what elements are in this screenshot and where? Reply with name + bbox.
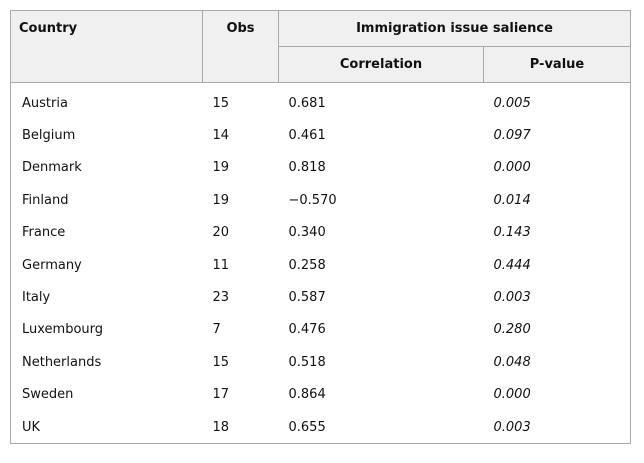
table-row: Denmark 19 0.818 0.000 — [11, 152, 631, 184]
table-row: Austria 15 0.681 0.005 — [11, 83, 631, 120]
country-cell: Netherlands — [22, 354, 102, 370]
table-row: Sweden 17 0.864 0.000 — [11, 379, 631, 411]
pvalue-cell: 0.143 — [493, 225, 531, 241]
table-row: Italy 23 0.587 0.003 — [11, 281, 631, 313]
obs-cell: 17 — [212, 387, 230, 403]
pvalue-cell: 0.444 — [493, 257, 531, 273]
country-cell: Luxembourg — [22, 322, 104, 338]
obs-cell: 19 — [212, 192, 230, 208]
pvalue-cell: 0.000 — [493, 160, 531, 176]
pvalue-cell: 0.048 — [493, 354, 531, 370]
header-country: Country — [10, 10, 203, 83]
table-row: Germany 11 0.258 0.444 — [11, 249, 631, 281]
country-cell: Austria — [22, 95, 68, 111]
correlation-cell: 0.340 — [288, 225, 326, 241]
correlation-cell: 0.518 — [288, 354, 326, 370]
obs-cell: 20 — [212, 225, 230, 241]
obs-cell: 7 — [212, 322, 221, 338]
pvalue-cell: 0.005 — [493, 95, 531, 111]
country-cell: Germany — [22, 257, 82, 273]
obs-cell: 11 — [212, 257, 230, 273]
pvalue-cell: 0.280 — [493, 322, 531, 338]
pvalue-cell: 0.003 — [493, 419, 531, 435]
header-obs: Obs — [202, 10, 279, 83]
country-cell: Sweden — [22, 387, 74, 403]
country-cell: Belgium — [22, 128, 76, 144]
table-row: Belgium 14 0.461 0.097 — [11, 119, 631, 151]
country-cell: Finland — [22, 192, 69, 208]
table-row: UK 18 0.655 0.003 — [11, 411, 631, 444]
country-cell: Italy — [22, 290, 51, 306]
correlation-cell: 0.864 — [288, 387, 326, 403]
pvalue-cell: 0.003 — [493, 290, 531, 306]
pvalue-cell: 0.097 — [493, 128, 531, 144]
pvalue-cell: 0.000 — [493, 387, 531, 403]
country-cell: UK — [22, 419, 41, 435]
obs-cell: 14 — [212, 128, 230, 144]
header-immigration-issue-salience: Immigration issue salience — [278, 10, 631, 47]
correlation-table: Country Obs Immigration issue salience C… — [10, 10, 631, 444]
obs-cell: 18 — [212, 419, 230, 435]
table-row: Netherlands 15 0.518 0.048 — [11, 346, 631, 378]
table-row: Finland 19 −0.570 0.014 — [11, 184, 631, 216]
obs-cell: 15 — [212, 95, 230, 111]
table-row: Luxembourg 7 0.476 0.280 — [11, 314, 631, 346]
table-header: Country Obs Immigration issue salience C… — [10, 10, 631, 83]
obs-cell: 15 — [212, 354, 230, 370]
correlation-cell: 0.818 — [288, 160, 326, 176]
country-cell: Denmark — [22, 160, 82, 176]
correlation-cell: 0.476 — [288, 322, 326, 338]
data-table-container: Country Obs Immigration issue salience C… — [10, 10, 631, 454]
correlation-cell: 0.655 — [288, 419, 326, 435]
correlation-cell: −0.570 — [288, 192, 337, 208]
correlation-cell: 0.258 — [288, 257, 326, 273]
correlation-cell: 0.681 — [288, 95, 326, 111]
obs-cell: 19 — [212, 160, 230, 176]
correlation-cell: 0.587 — [288, 290, 326, 306]
obs-cell: 23 — [212, 290, 230, 306]
correlation-cell: 0.461 — [288, 128, 326, 144]
header-pvalue: P-value — [483, 46, 631, 83]
country-cell: France — [22, 225, 66, 241]
table-row: France 20 0.340 0.143 — [11, 217, 631, 249]
header-correlation: Correlation — [278, 46, 484, 83]
table-body: Austria 15 0.681 0.005 Belgium 14 0.461 0.097 De… — [10, 82, 631, 444]
pvalue-cell: 0.014 — [493, 192, 531, 208]
